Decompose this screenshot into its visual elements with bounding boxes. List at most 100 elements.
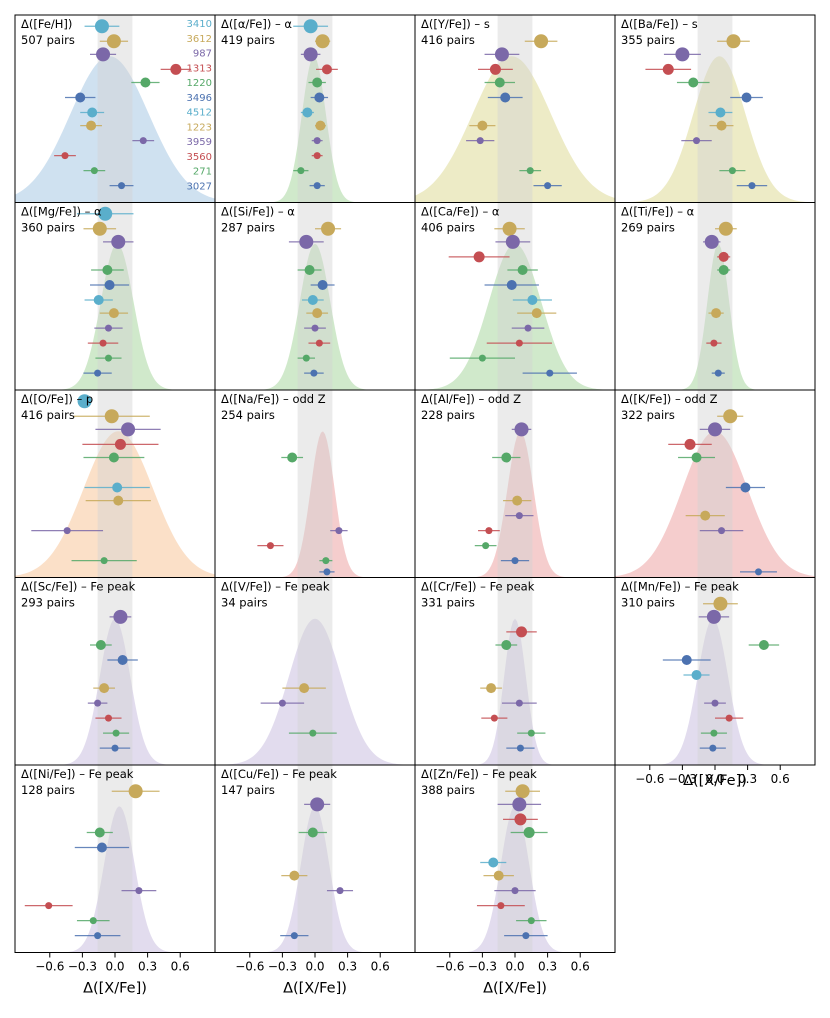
data-point (92, 221, 107, 236)
data-point (490, 714, 498, 722)
panel-title: Δ([Si/Fe]) – α (221, 205, 295, 219)
panel-pairs: 293 pairs (21, 596, 75, 610)
data-point (700, 510, 711, 521)
data-point (709, 744, 717, 752)
data-point (527, 295, 538, 305)
data-point (726, 34, 741, 49)
kde-curve (415, 56, 615, 203)
panel-pairs: 310 pairs (621, 596, 675, 610)
data-point (478, 354, 486, 362)
data-point (718, 251, 729, 262)
data-point (287, 452, 298, 463)
data-point (489, 63, 501, 75)
data-point (94, 19, 109, 34)
data-point (112, 482, 123, 493)
legend-label: 987 (193, 49, 212, 60)
data-point (725, 714, 733, 722)
x-tick-label: 0.6 (771, 772, 790, 786)
data-point (740, 482, 751, 493)
panel-12: Δ([K/Fe]) – odd Z 322 pairs (614, 389, 816, 578)
shaded-band (497, 15, 533, 203)
data-point (493, 870, 504, 881)
x-tick-label: 0.3 (538, 960, 557, 974)
x-axis-label: Δ([X/Fe]) (83, 981, 147, 997)
data-point (515, 339, 523, 347)
data-point (476, 137, 484, 145)
data-point (514, 813, 527, 826)
legend-label: 3959 (187, 137, 212, 148)
data-point (514, 422, 529, 437)
panel-pairs: 419 pairs (221, 33, 275, 47)
data-point (104, 280, 115, 290)
x-tick-label: −0.6 (635, 772, 664, 786)
panel-pairs: 355 pairs (621, 33, 675, 47)
data-point (691, 452, 702, 463)
panel-title: Δ([Y/Fe]) – s (421, 17, 490, 31)
kde-curve (15, 618, 215, 765)
data-point (321, 221, 336, 236)
panel-title: Δ([Ni/Fe]) – Fe peak (21, 767, 134, 781)
panel-title: Δ([Na/Fe]) – odd Z (221, 392, 326, 406)
data-point (121, 422, 136, 437)
data-point (512, 495, 523, 506)
legend-label: 1220 (187, 78, 212, 89)
data-point (170, 63, 182, 75)
panel-pairs: 406 pairs (421, 221, 475, 235)
x-tick-label: 0.6 (171, 960, 190, 974)
data-point (313, 152, 321, 160)
data-point (135, 887, 143, 895)
data-point (515, 699, 523, 707)
kde-curve (215, 431, 415, 578)
data-point (114, 438, 126, 450)
data-point (517, 265, 528, 275)
panel-pairs: 254 pairs (221, 408, 275, 422)
data-point (494, 77, 505, 88)
data-point (711, 699, 719, 707)
data-point (94, 827, 105, 838)
shaded-band (97, 765, 133, 953)
data-point (511, 887, 519, 895)
kde-curve (215, 618, 415, 765)
data-point (728, 167, 736, 175)
panel-4: Δ([Ba/Fe]) – s 355 pairs (614, 14, 816, 203)
x-tick-label: −0.6 (435, 960, 464, 974)
legend-label: 1313 (187, 63, 212, 74)
data-point (691, 670, 702, 680)
legend-label: 3496 (187, 93, 212, 104)
data-point (500, 92, 511, 103)
panel-pairs: 269 pairs (621, 221, 675, 235)
panel-pairs: 34 pairs (221, 596, 268, 610)
shaded-band (297, 390, 333, 578)
data-point (106, 34, 121, 49)
data-point (89, 917, 97, 925)
data-point (113, 609, 128, 624)
panel-pairs: 416 pairs (421, 33, 475, 47)
data-point (87, 107, 98, 118)
data-point (716, 120, 727, 131)
data-point (704, 234, 719, 249)
data-point (706, 609, 721, 624)
data-point (711, 308, 722, 319)
data-point (312, 308, 323, 319)
data-point (307, 827, 318, 838)
data-point (302, 107, 313, 118)
data-point (322, 557, 330, 565)
kde-curve (215, 56, 415, 203)
data-point (710, 339, 718, 347)
data-point (524, 324, 532, 332)
data-point (718, 265, 729, 275)
panel-pairs: 228 pairs (421, 408, 475, 422)
panel-title: Δ([α/Fe]) – α (221, 17, 292, 31)
data-point (112, 729, 120, 737)
data-point (515, 784, 530, 799)
panel-6: Δ([Si/Fe]) – α 287 pairs (214, 202, 416, 391)
panel-pairs: 147 pairs (221, 783, 275, 797)
data-point (111, 234, 126, 249)
data-point (99, 683, 110, 694)
panel-2: Δ([α/Fe]) – α 419 pairs (214, 14, 416, 203)
data-point (94, 369, 102, 377)
panel-pairs: 322 pairs (621, 408, 675, 422)
panel-title: Δ([Mg/Fe]) – α (21, 205, 102, 219)
data-point (93, 295, 104, 305)
x-tick-label: 0.0 (105, 960, 124, 974)
